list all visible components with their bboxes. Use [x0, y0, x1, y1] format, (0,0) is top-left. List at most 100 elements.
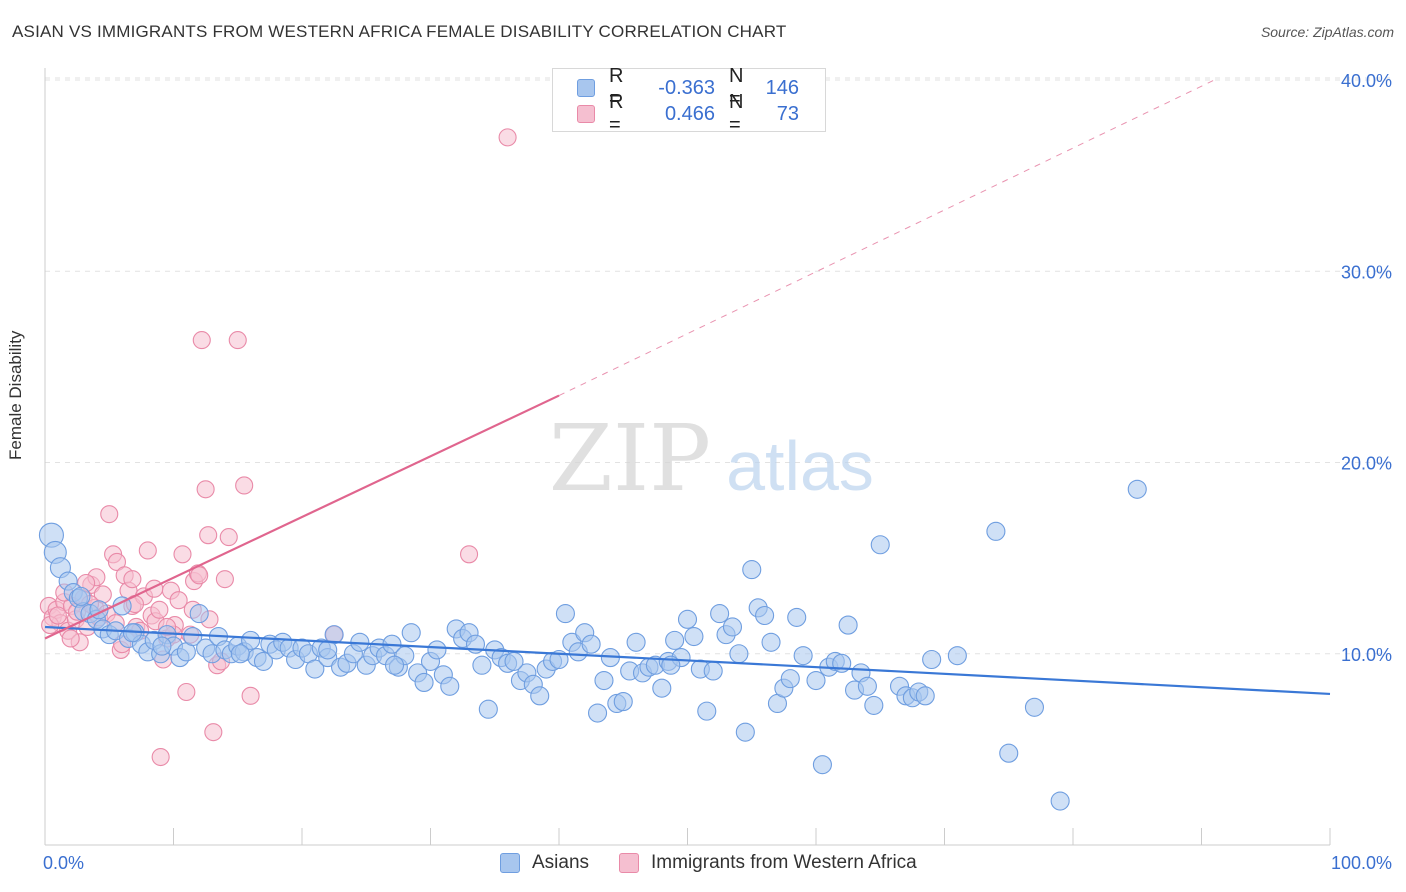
data-point-asian	[787, 607, 807, 627]
data-point-western-africa	[190, 566, 209, 585]
y-axis-title: Female Disability	[6, 330, 25, 460]
data-point-asian	[870, 535, 890, 555]
data-point-asian	[722, 617, 743, 637]
data-point-asian	[703, 661, 723, 681]
data-point-western-africa	[192, 331, 211, 350]
bottom-legend: Asians Immigrants from Western Africa	[500, 852, 947, 874]
data-point-asian	[755, 605, 775, 626]
legend-n-value: 146	[765, 76, 799, 99]
data-point-asian	[183, 626, 203, 647]
data-point-asian	[986, 521, 1006, 541]
data-point-asian	[189, 604, 209, 624]
data-point-asian	[677, 609, 698, 629]
data-point-western-africa	[228, 331, 247, 350]
bottom-legend-label-asians: Asians	[532, 852, 590, 873]
data-point-western-africa	[235, 476, 254, 495]
axes	[44, 68, 1331, 846]
data-point-asian	[472, 655, 492, 675]
data-point-western-africa	[100, 505, 119, 524]
data-point-western-africa	[138, 541, 157, 560]
x-tick-label-end: 100.0%	[1331, 853, 1392, 873]
data-point-western-africa	[196, 480, 215, 499]
data-point-asian	[594, 670, 614, 691]
data-point-western-africa	[219, 528, 238, 547]
data-point-asian	[427, 640, 447, 660]
legend-n-value: 73	[776, 102, 799, 125]
series-asians	[38, 479, 1147, 811]
data-point-western-africa	[48, 606, 67, 625]
data-point-western-africa	[150, 600, 169, 619]
data-point-asian	[684, 626, 704, 647]
legend-row-asians: R = -0.363 N = 146	[577, 65, 799, 110]
watermark-zip: ZIP	[549, 405, 711, 512]
legend-r-value: -0.363	[658, 76, 715, 99]
data-point-asian	[318, 640, 338, 660]
data-point-western-africa	[169, 591, 188, 610]
data-point-asian	[697, 701, 717, 721]
data-point-asian	[305, 659, 325, 679]
data-point-asian	[1050, 791, 1070, 811]
bottom-legend-swatch-western-africa	[619, 853, 640, 873]
data-point-asian	[864, 695, 884, 715]
legend-swatch-asians	[577, 79, 595, 97]
data-point-asian	[922, 649, 942, 670]
data-point-asian	[947, 646, 967, 666]
legend-r-label: R =	[609, 91, 624, 136]
data-point-asian	[780, 669, 800, 689]
tick-labels: 10.0% 20.0% 30.0% 40.0% 0.0% 100.0%	[43, 71, 1392, 873]
source-label: Source: ZipAtlas.com	[1260, 24, 1394, 40]
data-point-asian	[530, 686, 550, 706]
data-point-western-africa	[107, 552, 127, 572]
data-point-asian	[729, 644, 749, 664]
data-point-western-africa	[173, 545, 192, 564]
data-point-asian	[761, 632, 781, 652]
data-point-asian	[613, 692, 633, 712]
y-tick-label: 30.0%	[1341, 262, 1392, 282]
data-point-asian	[253, 651, 274, 671]
data-point-western-africa	[151, 747, 170, 767]
data-point-western-africa	[177, 682, 196, 702]
bottom-legend-asians[interactable]: Asians	[500, 852, 589, 874]
data-point-asian	[241, 630, 261, 650]
data-point-asian	[812, 755, 832, 775]
data-point-asian	[793, 646, 813, 666]
data-point-asian	[857, 676, 877, 696]
trendlines	[44, 79, 1331, 696]
legend-swatch-western-africa	[577, 105, 595, 123]
data-point-asian	[915, 686, 935, 706]
chart-title: ASIAN VS IMMIGRANTS FROM WESTERN AFRICA …	[12, 22, 787, 41]
trendline-western-africa-extension	[558, 79, 1215, 397]
data-point-asian	[735, 722, 755, 742]
data-point-asian	[710, 604, 730, 624]
x-tick-label-start: 0.0%	[43, 853, 84, 873]
data-point-asian	[504, 651, 524, 671]
data-point-asian	[1127, 479, 1147, 499]
legend: R = -0.363 N = 146 R = 0.466 N = 73	[552, 65, 826, 136]
bottom-legend-western-africa[interactable]: Immigrants from Western Africa	[619, 852, 917, 874]
grid	[45, 77, 1390, 655]
data-point-western-africa	[215, 570, 234, 589]
data-point-asian	[152, 636, 172, 656]
data-point-asian	[384, 655, 405, 675]
legend-n-label: N =	[729, 65, 744, 110]
data-point-western-africa	[61, 629, 80, 648]
y-tick-label: 40.0%	[1341, 71, 1392, 91]
data-point-western-africa	[204, 723, 223, 742]
bottom-legend-label-western-africa: Immigrants from Western Africa	[651, 852, 917, 873]
legend-n-label: N =	[729, 91, 744, 136]
data-point-western-africa	[123, 570, 142, 589]
data-point-asian	[999, 743, 1019, 763]
watermark: ZIP atlas	[549, 405, 874, 512]
data-point-asian	[230, 644, 250, 664]
y-tick-label: 20.0%	[1341, 454, 1392, 474]
bottom-legend-swatch-asians	[500, 853, 520, 873]
trendline-asians	[44, 625, 1331, 696]
data-point-asian	[71, 586, 91, 606]
data-point-asian	[555, 604, 575, 624]
data-point-asian	[478, 699, 498, 719]
data-point-asian	[665, 630, 685, 650]
data-point-asian	[1024, 697, 1044, 717]
data-point-asian	[581, 634, 601, 654]
data-point-asian	[401, 623, 421, 643]
